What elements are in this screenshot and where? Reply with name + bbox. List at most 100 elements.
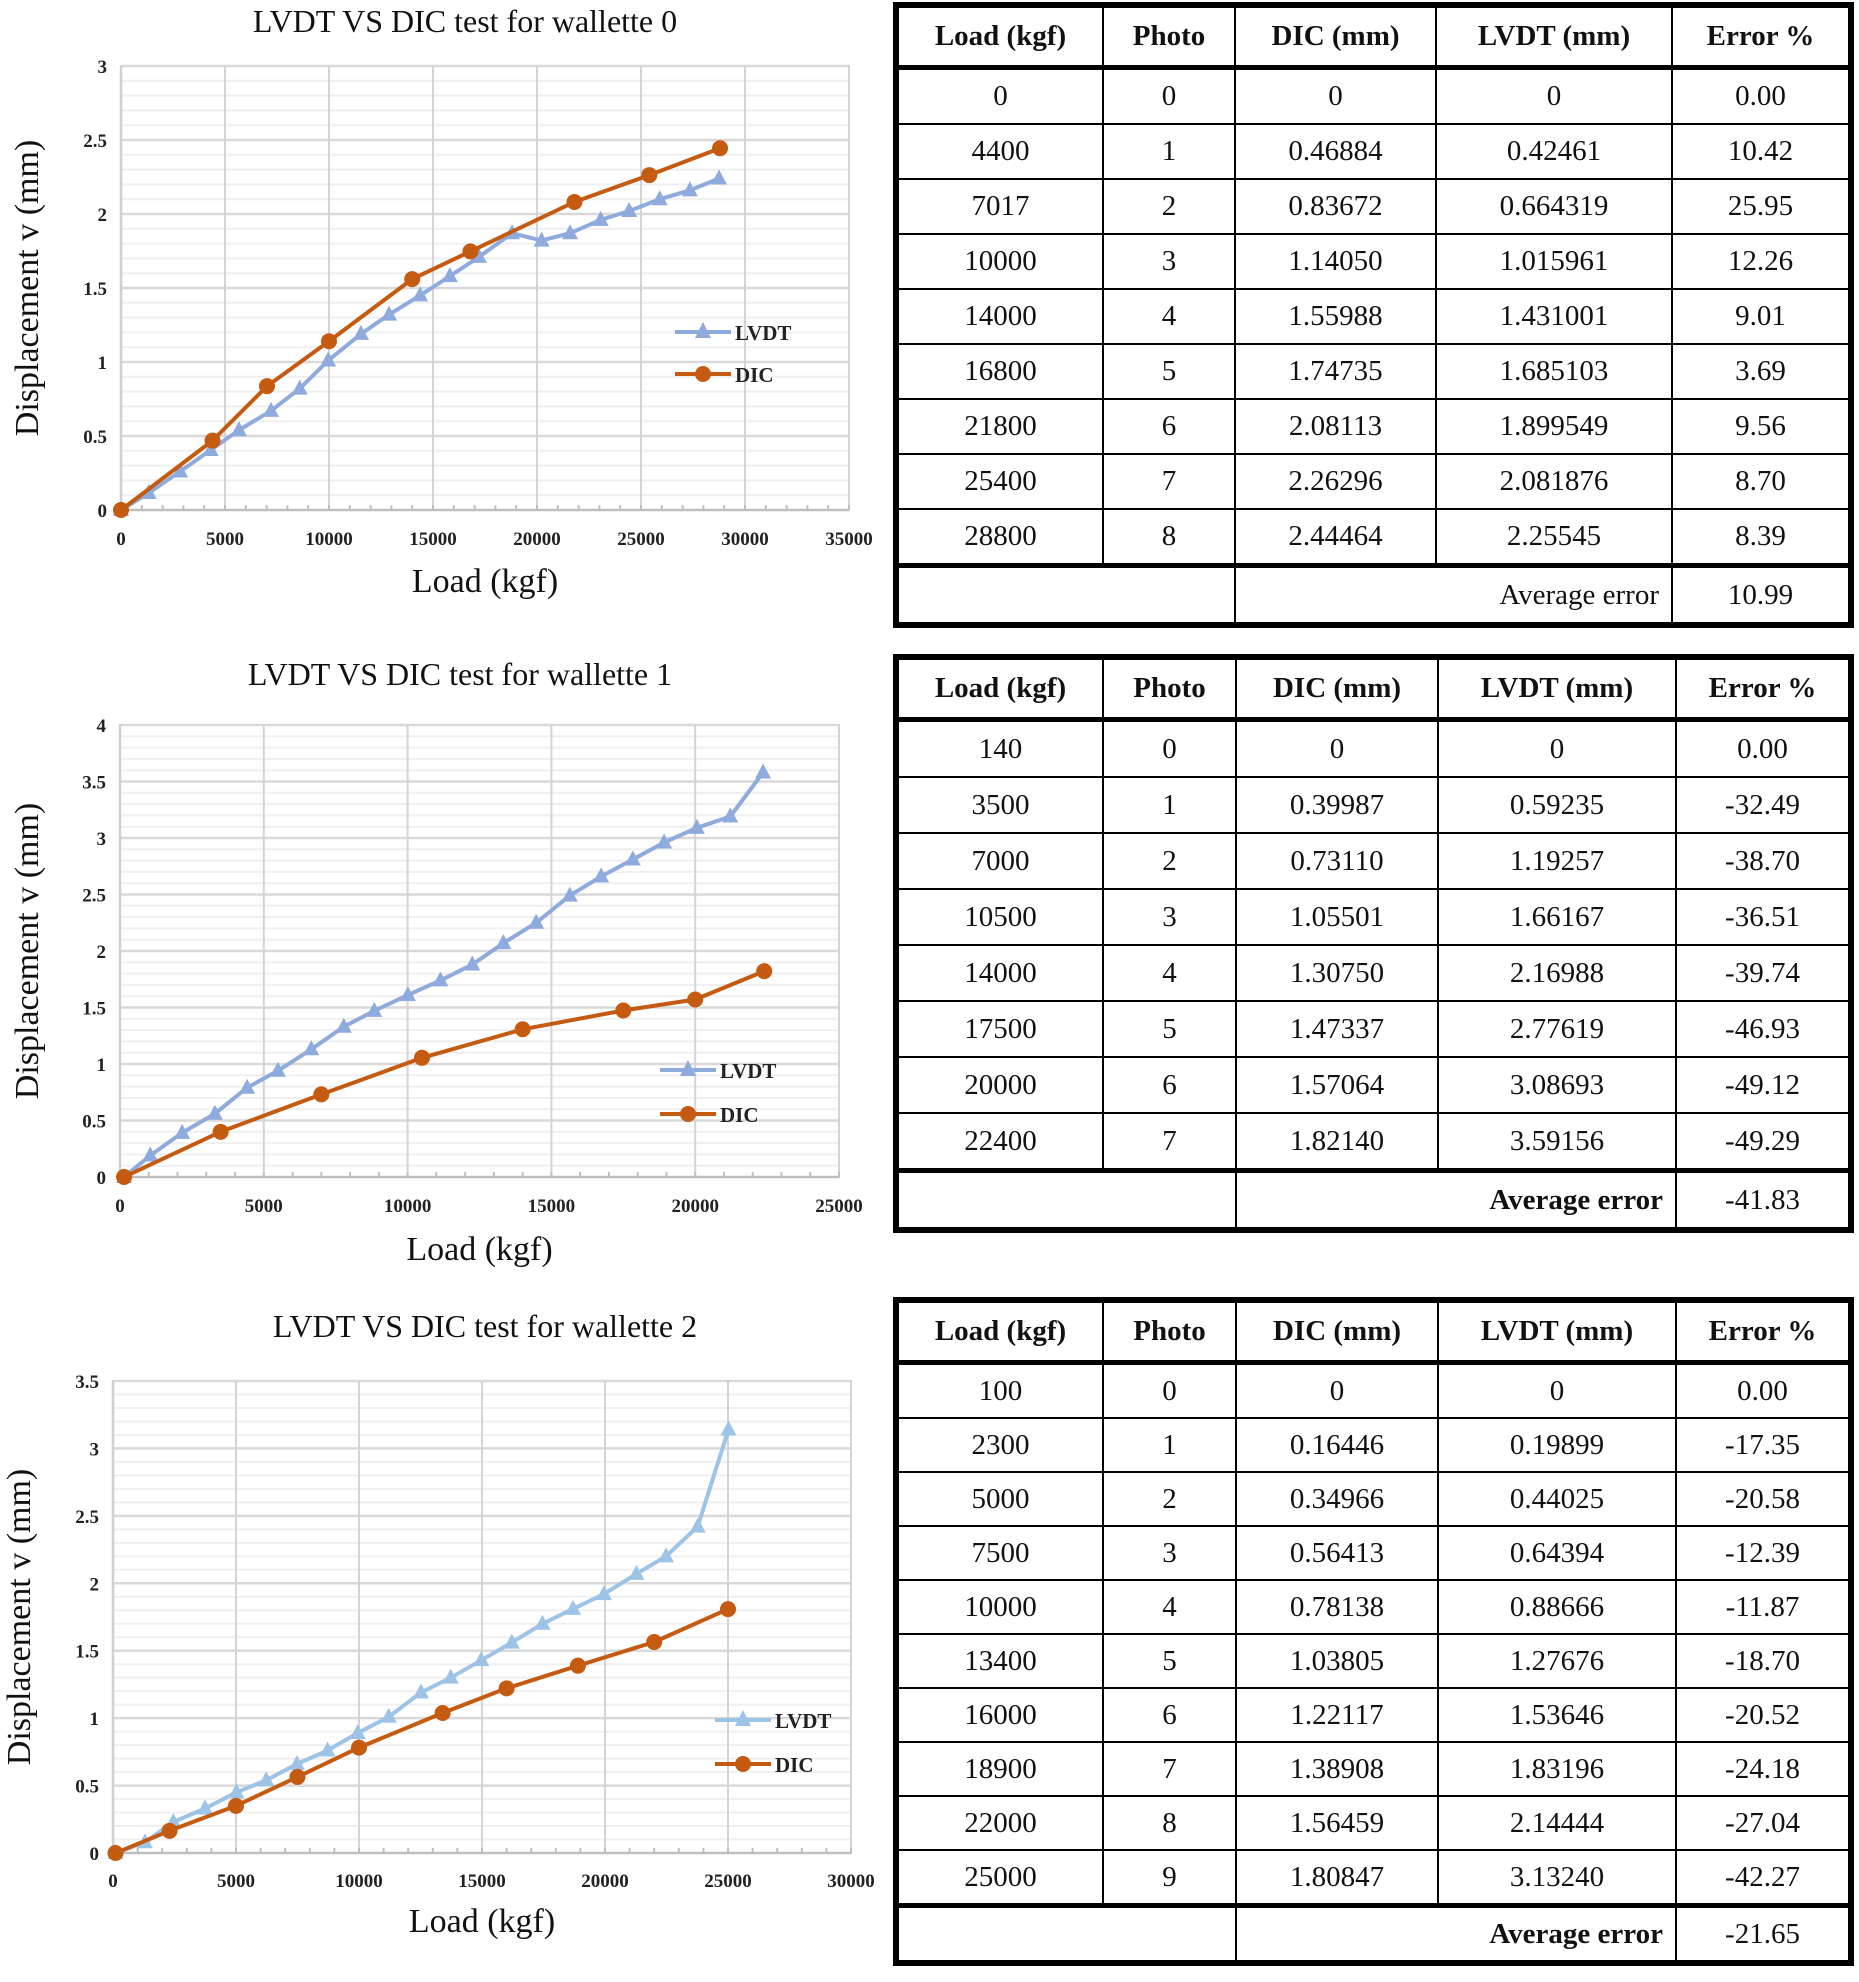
results-table-wallette-0: Load (kgf) Photo DIC (mm) LVDT (mm) Erro… xyxy=(893,2,1854,628)
x-tick-label: 30000 xyxy=(721,529,769,550)
data-point-lvdt xyxy=(464,955,481,971)
table-row: 2300 1 0.16446 0.19899 -17.35 xyxy=(895,1417,1852,1473)
x-tick-label: 5000 xyxy=(245,1196,283,1217)
cell-lvdt: 1.685103 xyxy=(1435,343,1673,400)
cell-load: 25400 xyxy=(895,453,1104,510)
y-axis-label: Displacement v (mm) xyxy=(1,1469,38,1765)
cell-load: 25000 xyxy=(895,1849,1104,1907)
cell-error: -24.18 xyxy=(1675,1741,1852,1797)
data-point-dic xyxy=(720,1601,736,1618)
y-tick-label: 3 xyxy=(90,1439,100,1460)
x-tick-label: 30000 xyxy=(827,1871,875,1892)
data-point-dic xyxy=(413,1049,430,1066)
cell-photo: 2 xyxy=(1102,1471,1237,1527)
cell-error: 9.56 xyxy=(1671,398,1852,455)
data-point-lvdt xyxy=(592,210,609,226)
results-table-wallette-2: Load (kgf) Photo DIC (mm) LVDT (mm) Erro… xyxy=(893,1297,1854,1966)
legend-label: DIC xyxy=(735,363,774,387)
cell-load: 100 xyxy=(895,1361,1104,1419)
legend-label: DIC xyxy=(775,1753,814,1777)
cell-lvdt: 1.66167 xyxy=(1437,888,1677,946)
cell-dic: 1.82140 xyxy=(1235,1112,1439,1172)
table-header-row: Load (kgf) Photo DIC (mm) LVDT (mm) Erro… xyxy=(895,4,1852,70)
chart-title: LVDT VS DIC test for wallette 0 xyxy=(253,3,677,39)
data-point-lvdt xyxy=(380,1707,397,1723)
cell-error: -20.52 xyxy=(1675,1687,1852,1743)
cell-dic: 0.83672 xyxy=(1234,178,1437,235)
cell-lvdt: 0.19899 xyxy=(1437,1417,1677,1473)
cell-dic: 0 xyxy=(1234,66,1437,125)
data-point-lvdt xyxy=(593,867,610,883)
header-lvdt: LVDT (mm) xyxy=(1437,1299,1677,1365)
legend-marker-triangle-icon xyxy=(680,1060,696,1076)
data-point-lvdt xyxy=(534,1614,551,1630)
y-tick-label: 2.5 xyxy=(83,131,107,152)
header-error: Error % xyxy=(1675,1299,1852,1365)
chart-title: LVDT VS DIC test for wallette 2 xyxy=(273,1308,697,1344)
x-tick-label: 25000 xyxy=(617,529,665,550)
table-row: 17500 5 1.47337 2.77619 -46.93 xyxy=(895,1000,1852,1058)
header-dic: DIC (mm) xyxy=(1234,4,1437,70)
data-point-lvdt xyxy=(441,267,458,283)
data-point-lvdt xyxy=(624,850,641,866)
cell-load: 4400 xyxy=(895,123,1104,180)
cell-load: 18900 xyxy=(895,1741,1104,1797)
legend: LVDT DIC xyxy=(675,321,791,387)
data-point-lvdt xyxy=(689,1517,706,1533)
table-header-row: Load (kgf) Photo DIC (mm) LVDT (mm) Erro… xyxy=(895,1299,1852,1365)
data-point-lvdt xyxy=(239,1078,256,1094)
y-tick-label: 2 xyxy=(97,942,107,963)
cell-photo: 6 xyxy=(1102,1687,1237,1743)
cell-dic: 0.73110 xyxy=(1235,832,1439,890)
header-dic: DIC (mm) xyxy=(1235,1299,1439,1365)
cell-load: 0 xyxy=(895,66,1104,125)
header-photo: Photo xyxy=(1102,656,1237,722)
cell-photo: 6 xyxy=(1102,398,1236,455)
table-row: 18900 7 1.38908 1.83196 -24.18 xyxy=(895,1741,1852,1797)
cell-photo: 7 xyxy=(1102,1112,1237,1172)
data-point-dic xyxy=(566,193,583,210)
cell-error: 0.00 xyxy=(1675,1361,1852,1419)
cell-dic: 2.08113 xyxy=(1234,398,1437,455)
x-tick-label: 0 xyxy=(115,1196,125,1217)
cell-lvdt: 3.08693 xyxy=(1437,1056,1677,1114)
table-row: 14000 4 1.55988 1.431001 9.01 xyxy=(895,288,1852,345)
cell-error: -46.93 xyxy=(1675,1000,1852,1058)
data-point-lvdt xyxy=(349,1723,366,1739)
data-point-dic xyxy=(434,1705,451,1722)
x-tick-label: 20000 xyxy=(581,1871,629,1892)
cell-error: -12.39 xyxy=(1675,1525,1852,1581)
cell-load: 17500 xyxy=(895,1000,1104,1058)
average-blank-cell xyxy=(895,1168,1237,1231)
y-tick-label: 1.5 xyxy=(82,999,106,1020)
cell-lvdt: 0.664319 xyxy=(1435,178,1673,235)
table-row: 7500 3 0.56413 0.64394 -12.39 xyxy=(895,1525,1852,1581)
cell-photo: 5 xyxy=(1102,1633,1237,1689)
cell-lvdt: 2.77619 xyxy=(1437,1000,1677,1058)
cell-error: -49.12 xyxy=(1675,1056,1852,1114)
data-point-lvdt xyxy=(755,763,772,779)
x-tick-label: 15000 xyxy=(458,1871,506,1892)
x-axis-label: Load (kgf) xyxy=(406,1231,552,1268)
cell-error: 9.01 xyxy=(1671,288,1852,345)
data-point-dic xyxy=(313,1086,330,1103)
series-lvdt xyxy=(116,763,772,1183)
x-tick-label: 15000 xyxy=(409,529,457,550)
y-tick-label: 2.5 xyxy=(75,1507,99,1528)
cell-dic: 1.14050 xyxy=(1234,233,1437,290)
cell-photo: 6 xyxy=(1102,1056,1237,1114)
average-error-value: 10.99 xyxy=(1671,563,1852,626)
header-dic: DIC (mm) xyxy=(1235,656,1439,722)
cell-error: 8.39 xyxy=(1671,508,1852,567)
y-tick-label: 1.5 xyxy=(75,1642,99,1663)
y-tick-label: 0 xyxy=(90,1844,100,1865)
cell-load: 10000 xyxy=(895,233,1104,290)
data-point-lvdt xyxy=(412,286,429,302)
cell-error: -39.74 xyxy=(1675,944,1852,1002)
cell-photo: 4 xyxy=(1102,944,1237,1002)
cell-photo: 5 xyxy=(1102,343,1236,400)
y-tick-label: 2 xyxy=(98,205,108,226)
table-row: 4400 1 0.46884 0.42461 10.42 xyxy=(895,123,1852,180)
table-row: 140 0 0 0 0.00 xyxy=(895,718,1852,778)
data-point-lvdt xyxy=(561,886,578,902)
